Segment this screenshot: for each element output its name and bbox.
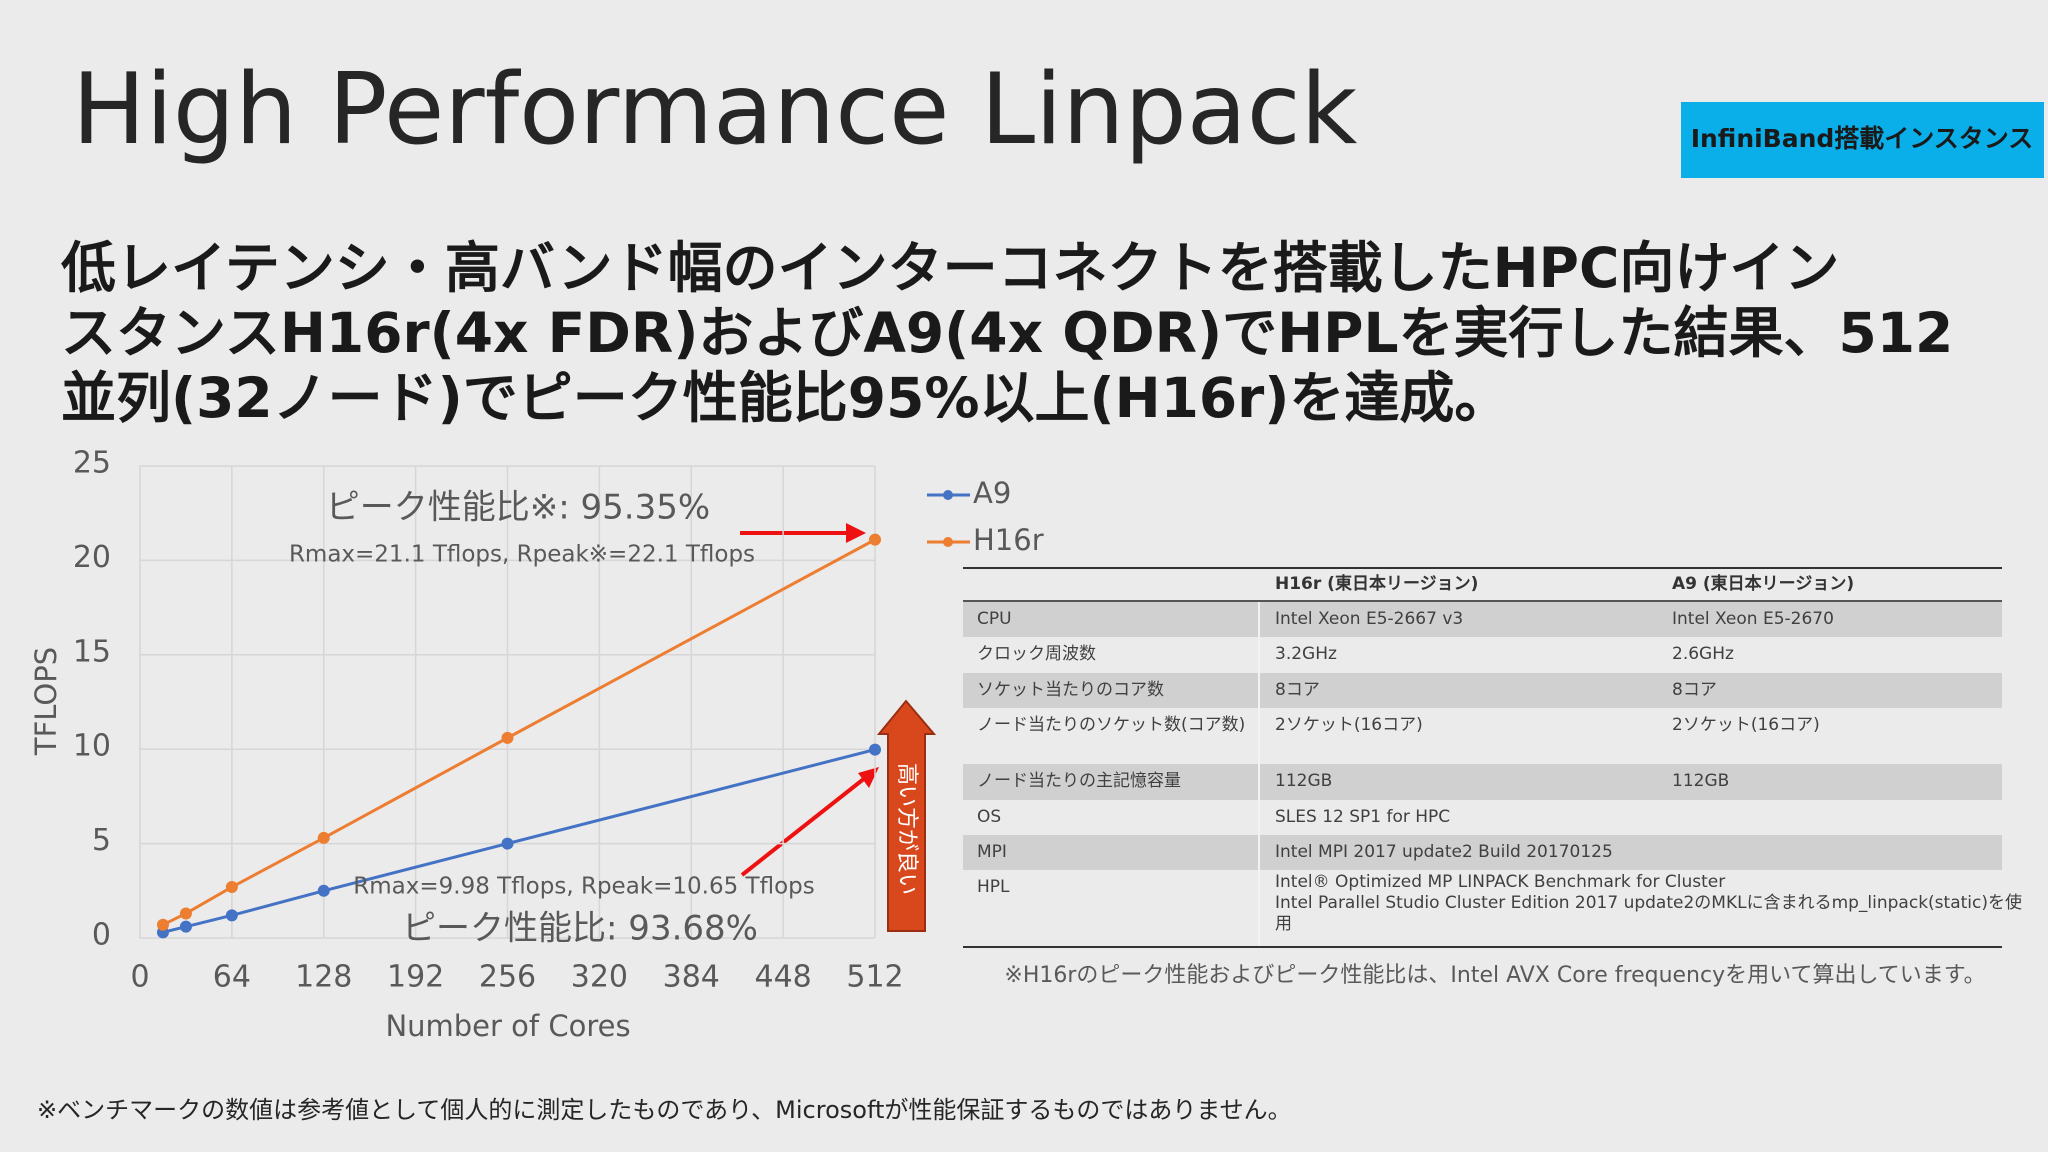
table-row-bg [963, 764, 2002, 800]
annotation: ピーク性能比※: 95.35% [326, 488, 710, 528]
point [501, 731, 514, 744]
badge-text: InfiniBand搭載インスタンス [1691, 124, 2034, 153]
y-axis-label: TFLOPS [29, 647, 63, 756]
table-cell: 8コア [1275, 680, 1320, 700]
y-tick-label: 20 [73, 540, 111, 575]
x-axis-label: Number of Cores [385, 1009, 630, 1043]
point [869, 533, 881, 546]
x-tick-label: 448 [754, 960, 811, 995]
table-cell: Intel® Optimized MP LINPACK Benchmark fo… [1275, 872, 1725, 892]
table-header: A9 (東日本リージョン) [1672, 573, 1854, 594]
badge [1681, 102, 2044, 178]
table-cell: 8コア [1672, 680, 1717, 700]
table-cell: ノード当たりのソケット数(コア数) [977, 715, 1245, 735]
table-cell: OS [977, 807, 1001, 827]
x-tick-label: 0 [130, 960, 149, 995]
annotation: Rmax=9.98 Tflops, Rpeak=10.65 Tflops [353, 874, 814, 900]
table-cell: HPL [977, 877, 1010, 897]
annotation: ピーク性能比: 93.68% [402, 909, 758, 949]
better-arrow [876, 699, 937, 932]
x-tick-label: 320 [571, 960, 628, 995]
y-tick-label: 0 [92, 918, 111, 953]
x-tick-label: 512 [846, 960, 903, 995]
table-header: H16r (東日本リージョン) [1275, 573, 1478, 594]
point [869, 743, 881, 756]
x-tick-label: 64 [213, 960, 251, 995]
point [179, 920, 192, 933]
point [317, 831, 330, 844]
table-cell: 3.2GHz [1275, 644, 1337, 664]
point [156, 918, 169, 931]
table-cell: ノード当たりの主記憶容量 [977, 771, 1181, 791]
description-line: スタンスH16r(4x FDR)およびA9(4x QDR)でHPLを実行した結果… [61, 301, 1953, 365]
table-row-bg [963, 602, 2002, 637]
table-cell: Intel MPI 2017 update2 Build 20170125 [1275, 842, 1613, 862]
footnote: ※ベンチマークの数値は参考値として個人的に測定したものであり、Microsoft… [37, 1096, 1292, 1124]
table-cell: 112GB [1672, 771, 1729, 791]
legend-label: H16r [973, 523, 1044, 557]
table-cell: CPU [977, 609, 1012, 629]
legend-marker [943, 537, 953, 547]
table-cell: 用 [1275, 914, 1292, 934]
table-cell: ソケット当たりのコア数 [977, 680, 1164, 700]
point [179, 907, 192, 920]
y-tick-label: 25 [73, 446, 111, 481]
annotation-arrow [740, 772, 872, 877]
x-tick-label: 384 [663, 960, 720, 995]
table-cell: クロック周波数 [977, 644, 1096, 664]
legend-label: A9 [973, 476, 1011, 510]
annotation: 高い方が良い [894, 763, 919, 895]
table-cell: MPI [977, 842, 1007, 862]
y-tick-label: 15 [73, 634, 111, 669]
title: High Performance Linpack [72, 53, 1358, 167]
y-tick-label: 10 [73, 729, 111, 764]
x-tick-label: 192 [387, 960, 444, 995]
table-cell: 2ソケット(16コア) [1275, 715, 1423, 735]
y-tick-label: 5 [92, 823, 111, 858]
point [225, 909, 238, 922]
point [501, 837, 514, 850]
x-tick-label: 128 [295, 960, 352, 995]
x-tick-label: 256 [479, 960, 536, 995]
point [317, 884, 330, 897]
table-cell: 2.6GHz [1672, 644, 1734, 664]
description-line: 並列(32ノード)でピーク性能比95%以上(H16r)を達成。 [61, 366, 1509, 430]
legend-marker [943, 490, 953, 500]
annotation: Rmax=21.1 Tflops, Rpeak※=22.1 Tflops [289, 542, 755, 568]
table-cell: Intel Parallel Studio Cluster Edition 20… [1275, 892, 2022, 913]
table-note: ※H16rのピーク性能およびピーク性能比は、Intel AVX Core fre… [1004, 963, 1985, 988]
table-cell: 2ソケット(16コア) [1672, 715, 1820, 735]
arrow-head [846, 523, 866, 543]
description-line: 低レイテンシ・高バンド幅のインターコネクトを搭載したHPC向けイン [61, 236, 1839, 300]
table-row-bg [963, 835, 2002, 870]
table-cell: 112GB [1275, 771, 1332, 791]
point [225, 881, 238, 894]
table-cell: SLES 12 SP1 for HPC [1275, 807, 1450, 827]
table-cell: Intel Xeon E5-2670 [1672, 609, 1834, 629]
table-row-bg [963, 673, 2002, 708]
table-cell: Intel Xeon E5-2667 v3 [1275, 609, 1463, 629]
arrow-head [858, 767, 879, 788]
